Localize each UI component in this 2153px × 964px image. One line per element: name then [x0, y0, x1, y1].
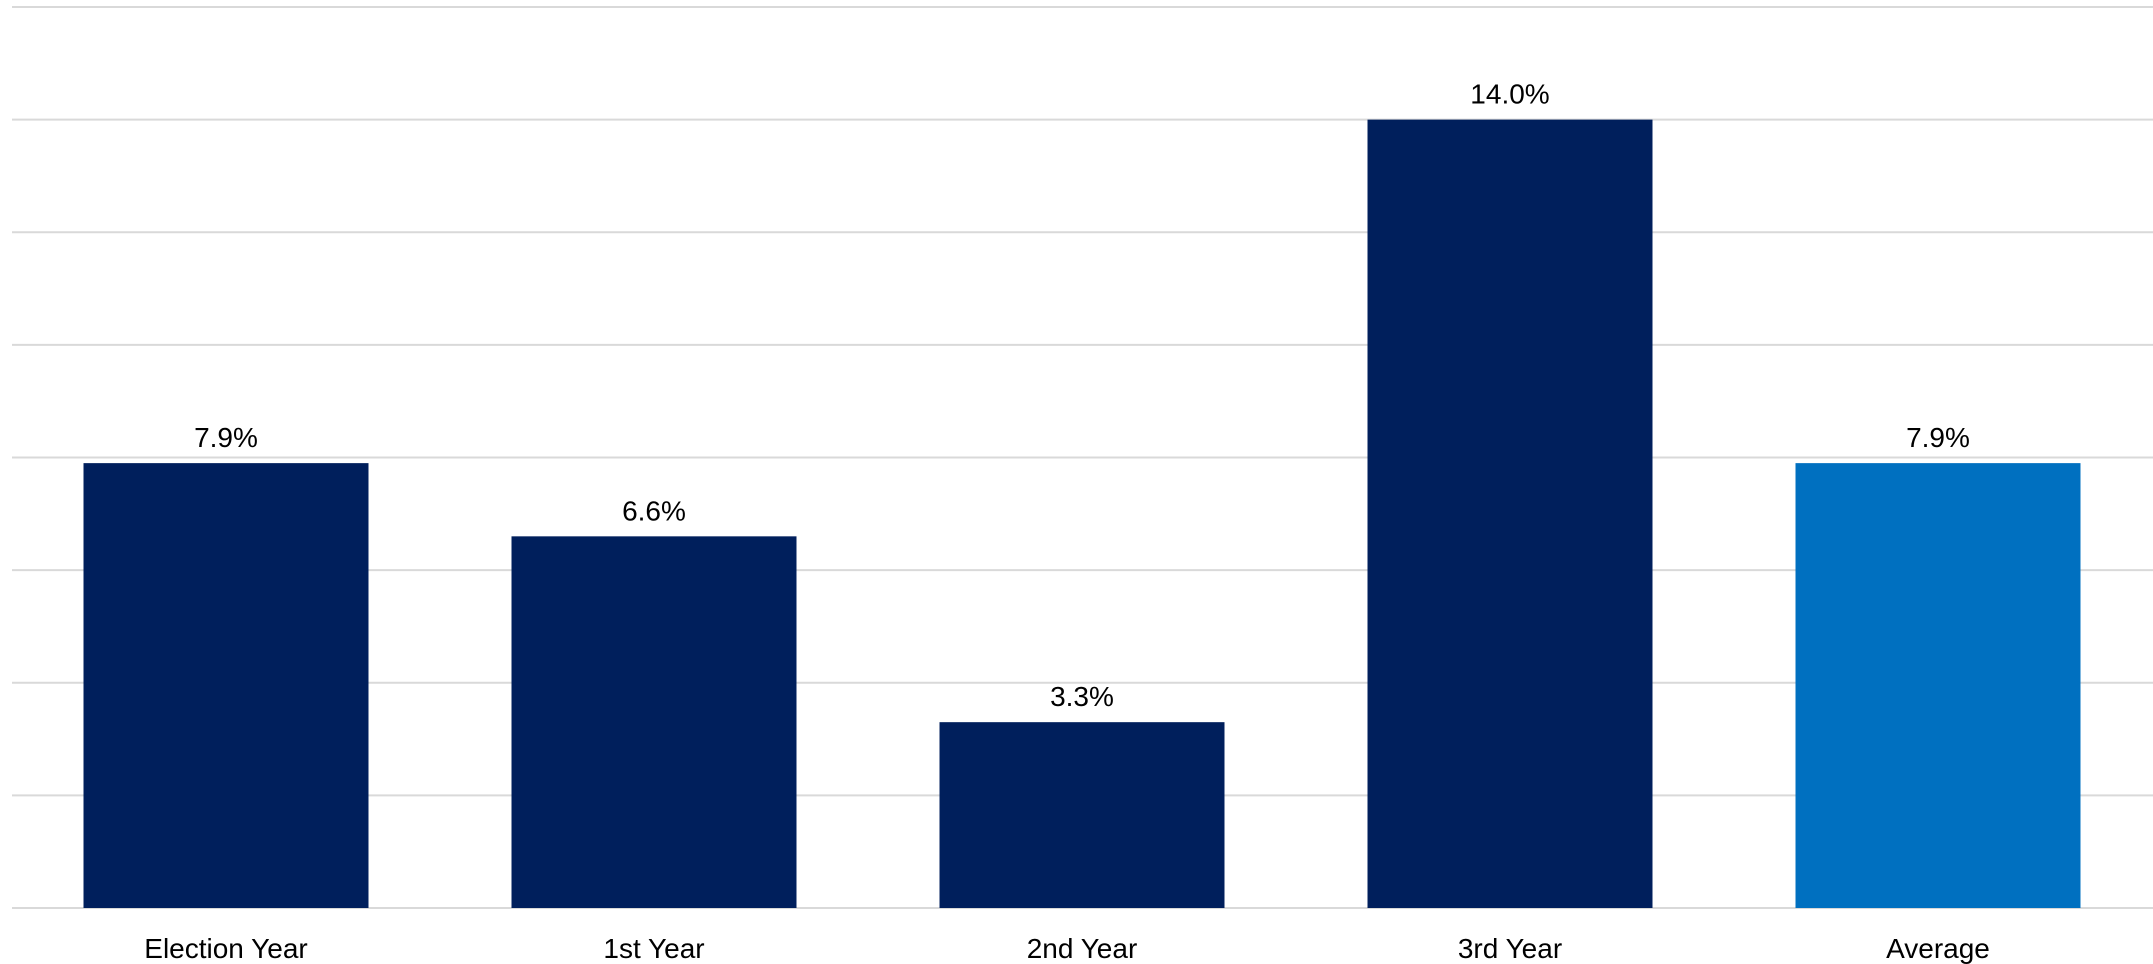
bar-average	[1795, 463, 2081, 908]
category-label: 3rd Year	[1458, 933, 1562, 964]
category-label: Election Year	[144, 933, 307, 964]
gridlines	[12, 6, 2153, 909]
category-label: 2nd Year	[1027, 933, 1138, 964]
data-labels: 7.9% 6.6% 3.3% 14.0% 7.9%	[194, 79, 1970, 713]
data-label: 6.6%	[622, 495, 686, 526]
bar-1st-year	[511, 536, 797, 908]
bars	[83, 119, 2081, 908]
data-label: 7.9%	[194, 422, 258, 453]
bar-2nd-year	[939, 722, 1225, 908]
category-label: 1st Year	[603, 933, 704, 964]
bar-3rd-year	[1367, 119, 1653, 908]
data-label: 3.3%	[1050, 681, 1114, 712]
data-label: 7.9%	[1906, 422, 1970, 453]
data-label: 14.0%	[1470, 79, 1549, 110]
category-labels: Election Year 1st Year 2nd Year 3rd Year Ave…	[144, 933, 1990, 964]
category-label: Average	[1886, 933, 1990, 964]
bar-election-year	[83, 463, 369, 908]
